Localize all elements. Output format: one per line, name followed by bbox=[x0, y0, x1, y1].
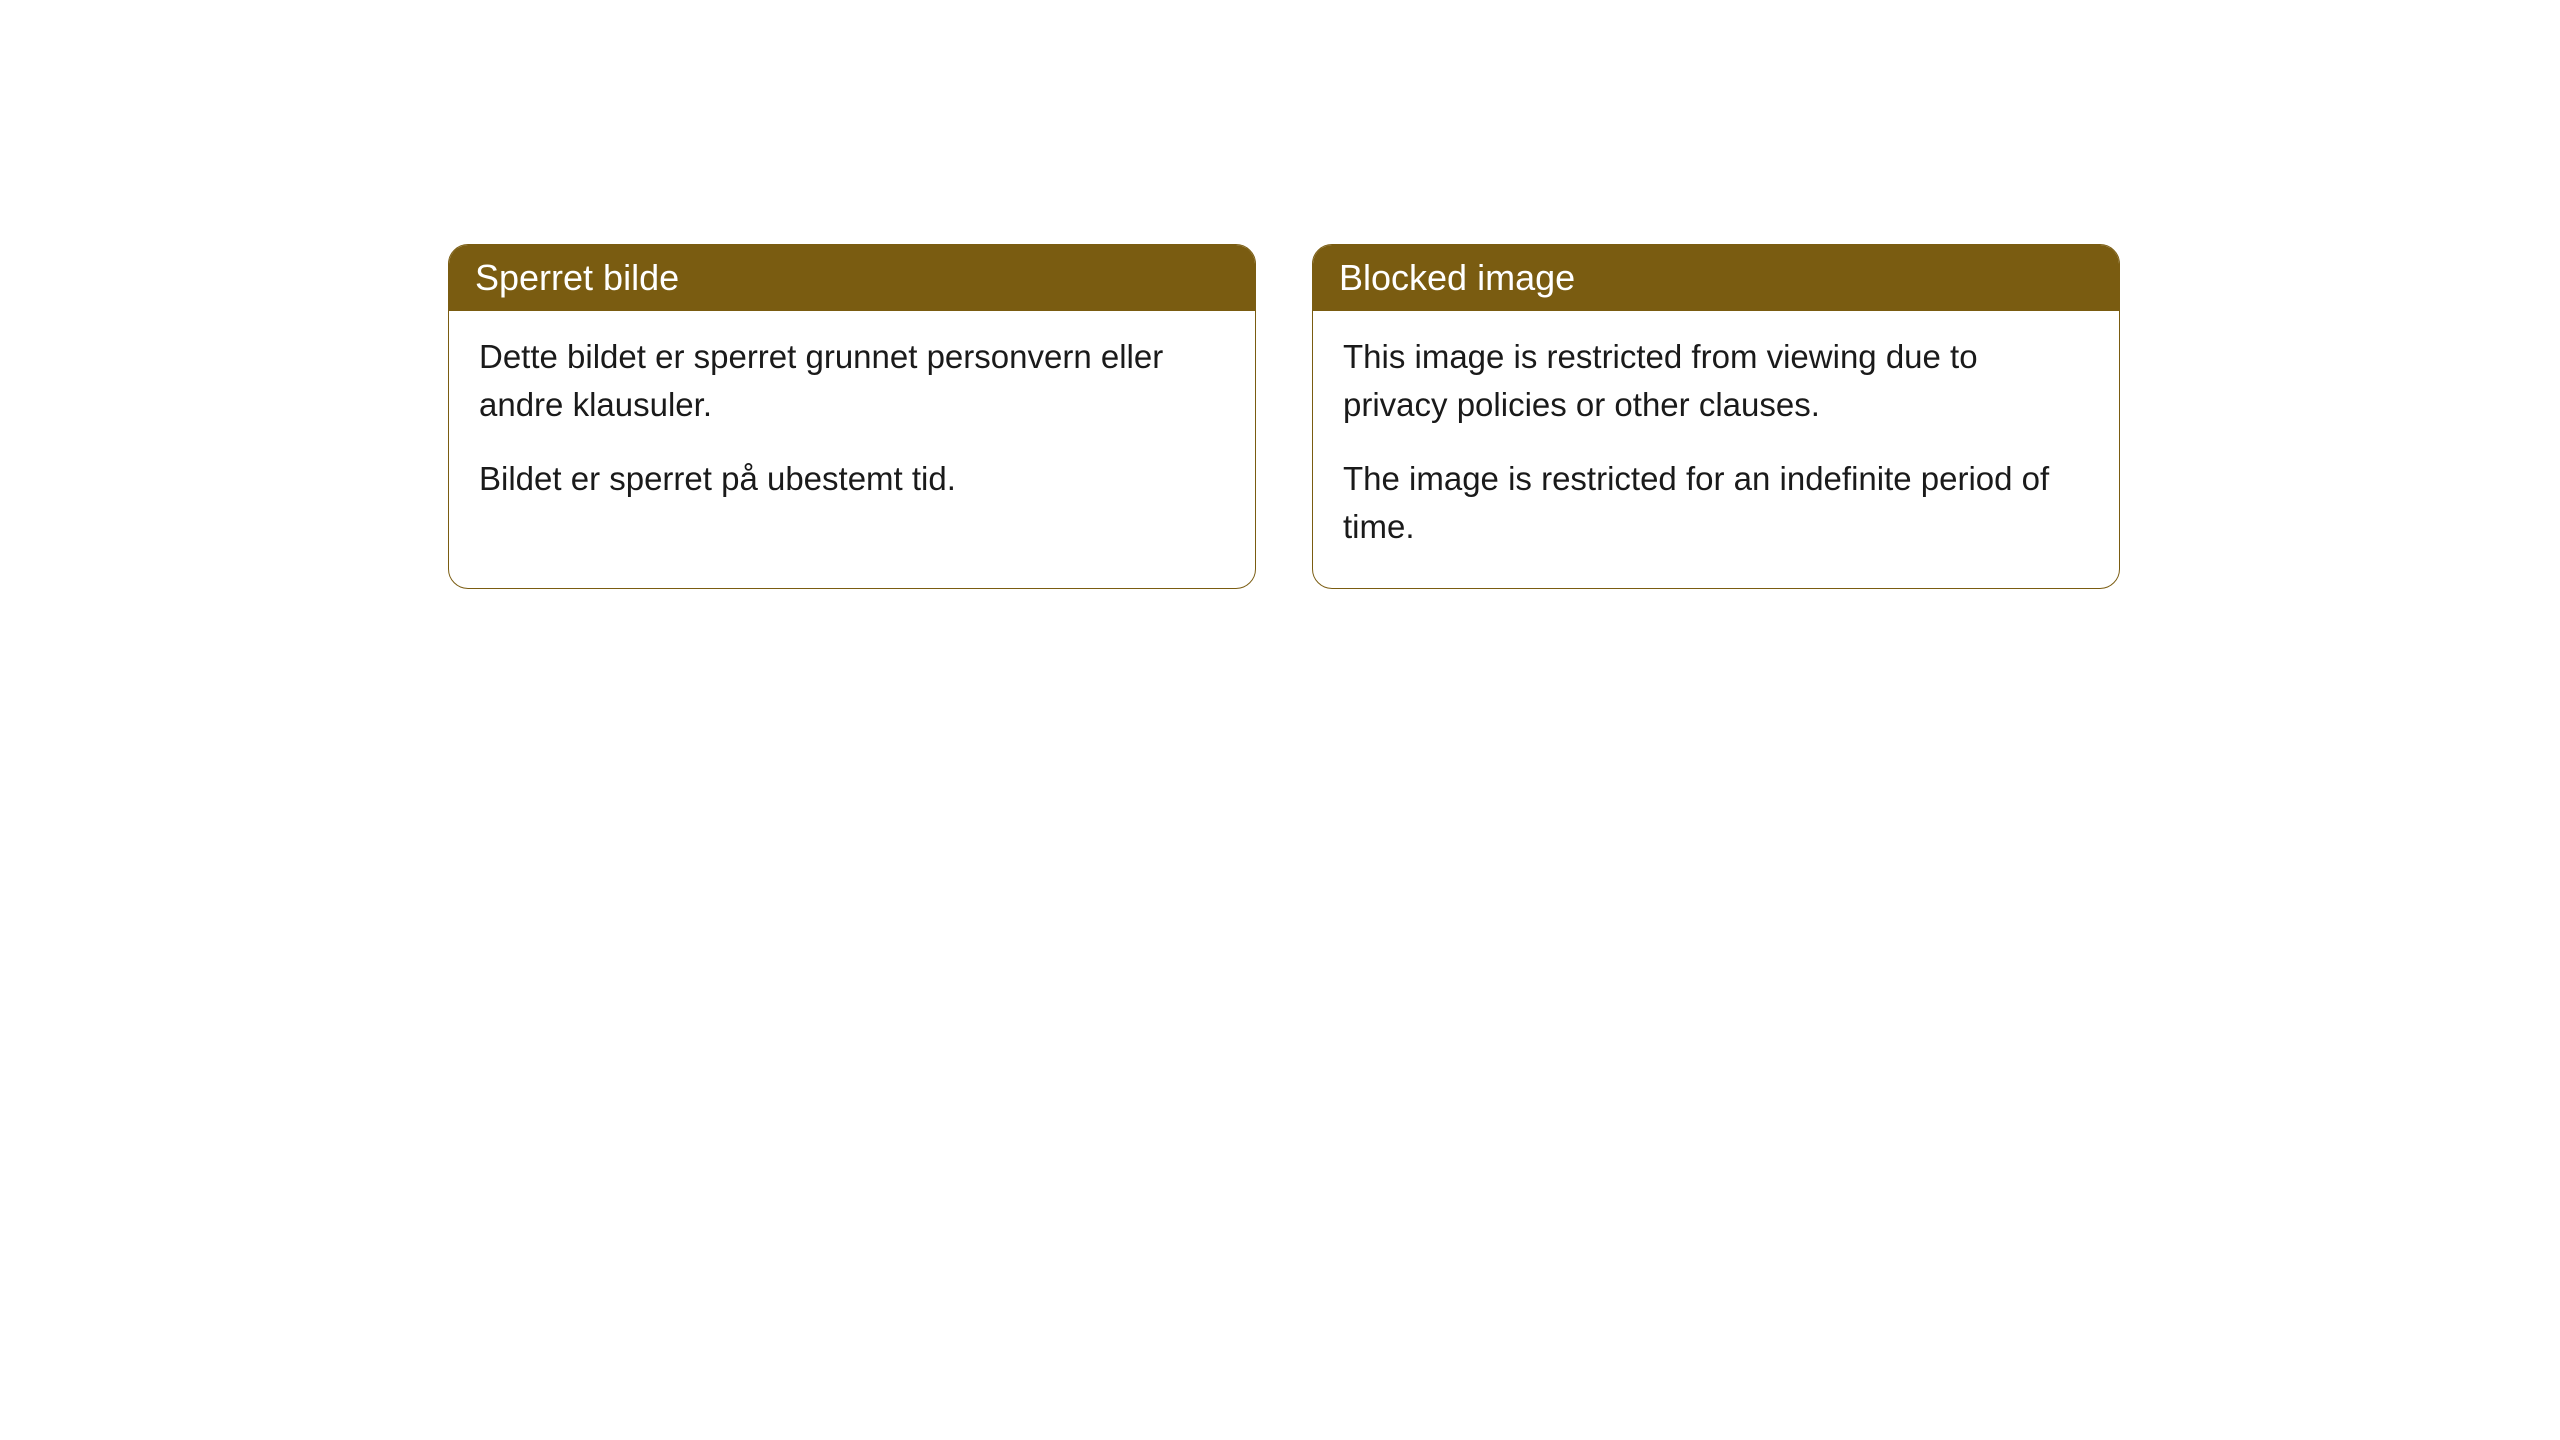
notice-text-line1: This image is restricted from viewing du… bbox=[1343, 333, 2089, 429]
card-header-english: Blocked image bbox=[1313, 245, 2119, 311]
card-body-norwegian: Dette bildet er sperret grunnet personve… bbox=[449, 311, 1255, 541]
card-header-norwegian: Sperret bilde bbox=[449, 245, 1255, 311]
notice-text-line2: The image is restricted for an indefinit… bbox=[1343, 455, 2089, 551]
notice-text-line2: Bildet er sperret på ubestemt tid. bbox=[479, 455, 1225, 503]
blocked-image-card-english: Blocked image This image is restricted f… bbox=[1312, 244, 2120, 589]
blocked-image-card-norwegian: Sperret bilde Dette bildet er sperret gr… bbox=[448, 244, 1256, 589]
card-body-english: This image is restricted from viewing du… bbox=[1313, 311, 2119, 588]
notice-container: Sperret bilde Dette bildet er sperret gr… bbox=[0, 0, 2560, 589]
notice-text-line1: Dette bildet er sperret grunnet personve… bbox=[479, 333, 1225, 429]
